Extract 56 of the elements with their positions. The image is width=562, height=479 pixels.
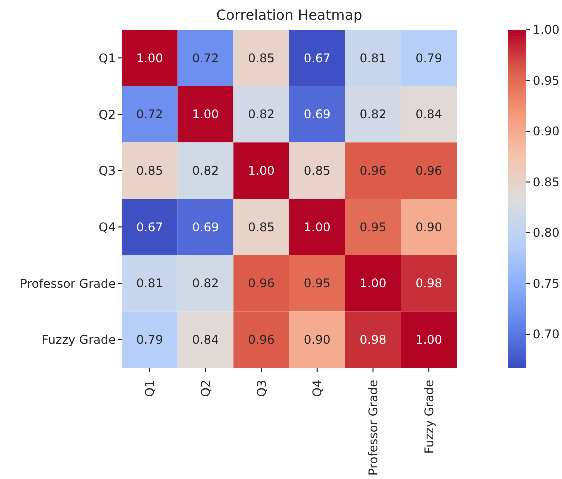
y-tick-label: Q3 xyxy=(98,164,116,178)
data-label: 0.79 xyxy=(136,333,164,348)
data-label: 0.67 xyxy=(304,51,331,66)
y-tick-label: Q4 xyxy=(98,220,116,234)
data-label: 1.00 xyxy=(416,333,442,348)
data-label: 0.85 xyxy=(136,164,164,178)
y-tick-label: Q2 xyxy=(98,108,116,122)
data-label: 0.96 xyxy=(248,333,275,348)
y-tick-label: Professor Grade xyxy=(20,276,116,291)
data-label: 0.90 xyxy=(304,333,331,348)
chart-title: Correlation Heatmap xyxy=(216,8,364,24)
x-tick-label: Q4 xyxy=(310,380,325,398)
data-label: 0.82 xyxy=(360,108,387,122)
data-label: 1.00 xyxy=(136,51,164,66)
color-bar-label: 0.70 xyxy=(533,328,560,342)
x-tick-label: Q2 xyxy=(198,380,213,398)
data-label: 1.00 xyxy=(192,108,220,122)
data-label: 0.69 xyxy=(304,108,331,122)
data-label: 1.00 xyxy=(248,164,275,178)
data-label: 0.96 xyxy=(248,276,275,291)
x-tick-label: Fuzzy Grade xyxy=(422,380,436,454)
x-tick-label: Q1 xyxy=(143,380,158,398)
data-label: 0.79 xyxy=(416,51,442,66)
data-label: 0.72 xyxy=(192,51,220,66)
y-tick-label: Q1 xyxy=(98,51,116,66)
data-label: 1.00 xyxy=(360,276,387,291)
data-label: 0.95 xyxy=(360,220,387,234)
data-label: 0.72 xyxy=(136,108,164,122)
data-label: 0.81 xyxy=(360,51,387,66)
data-label: 0.85 xyxy=(304,164,331,178)
data-label: 0.85 xyxy=(248,51,275,66)
data-label: 0.82 xyxy=(192,164,220,178)
data-label: 0.90 xyxy=(416,220,442,234)
color-bar-label: 0.80 xyxy=(533,226,560,240)
data-label: 0.96 xyxy=(360,164,387,178)
data-label: 0.82 xyxy=(248,108,275,122)
data-label: 0.98 xyxy=(360,333,387,348)
color-bar-label: 1.00 xyxy=(533,23,560,38)
data-label: 0.84 xyxy=(416,108,442,122)
data-label: 0.98 xyxy=(416,276,442,291)
x-tick-label: Professor Grade xyxy=(366,380,380,476)
color-bar-label: 0.90 xyxy=(533,124,560,139)
data-label: 0.95 xyxy=(304,276,331,291)
y-tick-label: Fuzzy Grade xyxy=(42,333,116,348)
data-label: 1.00 xyxy=(304,220,331,234)
data-label: 0.82 xyxy=(192,276,220,291)
data-label: 0.85 xyxy=(248,220,275,234)
data-label: 0.69 xyxy=(192,220,220,234)
data-label: 0.96 xyxy=(416,164,442,178)
color-bar-label: 0.75 xyxy=(533,276,560,291)
data-label: 0.84 xyxy=(192,333,220,348)
color-bar-label: 0.85 xyxy=(533,175,560,190)
data-label: 0.67 xyxy=(136,220,164,234)
data-label: 0.81 xyxy=(136,276,164,291)
x-tick-label: Q3 xyxy=(254,380,269,398)
color-bar-label: 0.95 xyxy=(533,74,560,88)
